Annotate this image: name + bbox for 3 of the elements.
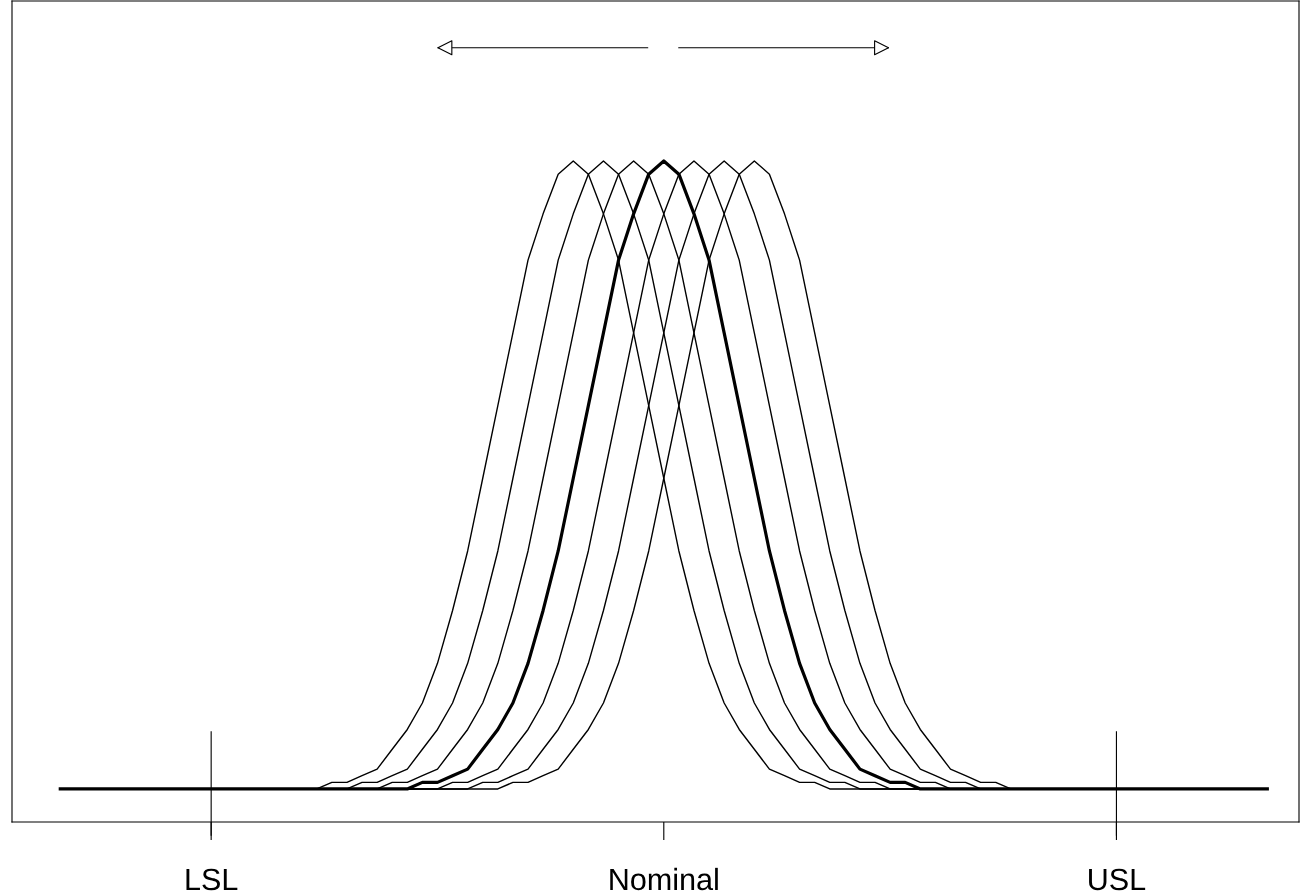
x-tick-label: Nominal — [610, 867, 718, 891]
x-tick-label: LSL — [186, 868, 238, 891]
x-tick-label: USL — [1089, 868, 1146, 891]
